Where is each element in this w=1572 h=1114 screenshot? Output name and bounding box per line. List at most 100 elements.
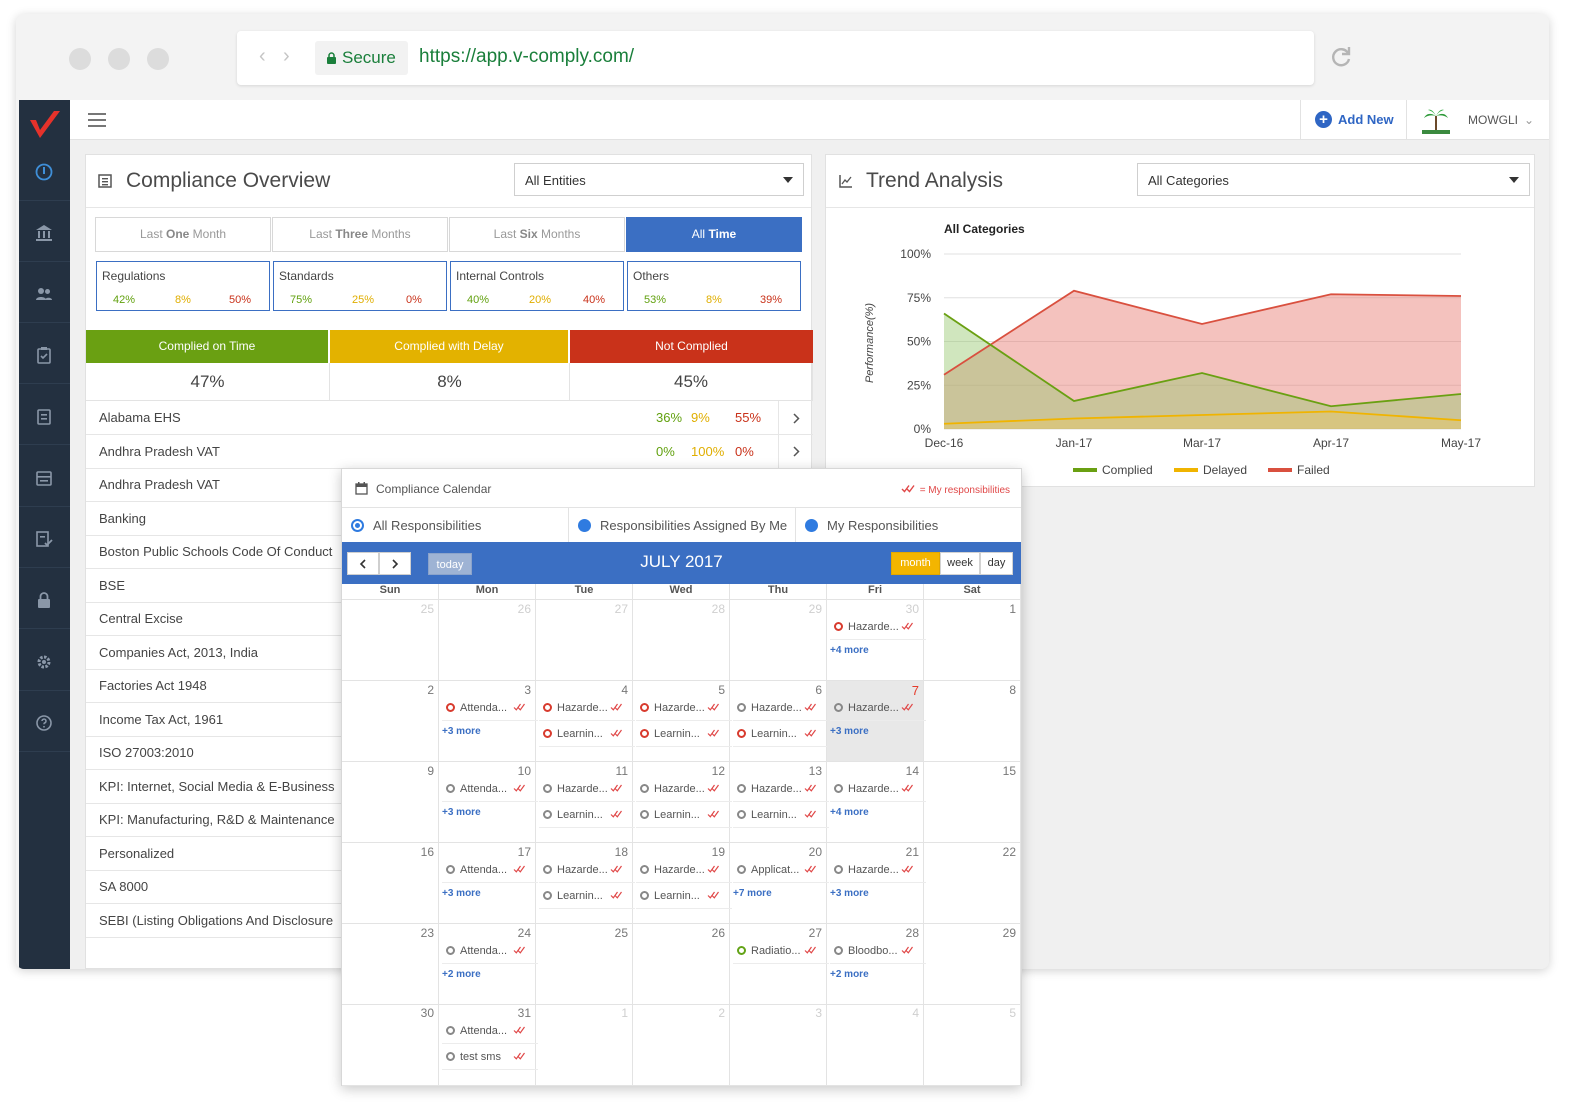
filter-my-responsibilities[interactable]: My Responsibilities	[796, 508, 1021, 542]
calendar-day-cell[interactable]: 21 Hazarde... +3 more	[827, 843, 926, 924]
calendar-event[interactable]: Learnin...	[733, 806, 829, 828]
today-button[interactable]: today	[428, 553, 472, 575]
back-arrow-icon[interactable]: ‹	[259, 45, 266, 67]
calendar-event[interactable]: Hazarde...	[733, 699, 829, 721]
calendar-event[interactable]: Hazarde...	[830, 861, 926, 883]
period-tab[interactable]: Last Six Months	[449, 217, 625, 252]
calendar-day-cell[interactable]: 4	[827, 1004, 924, 1086]
calendar-day-cell[interactable]: 24 Attenda... +2 more	[439, 924, 538, 1005]
category-select[interactable]: All Categories	[1137, 163, 1530, 196]
calendar-event[interactable]: Hazarde...	[830, 780, 926, 802]
calendar-day-cell[interactable]: 30 Hazarde... +4 more	[827, 600, 926, 681]
more-events-link[interactable]: +7 more	[733, 888, 772, 899]
regulation-row[interactable]: Alabama EHS 36% 9% 55%	[86, 401, 813, 435]
calendar-day-cell[interactable]: 8	[924, 681, 1021, 762]
calendar-day-cell[interactable]: 22	[924, 843, 1021, 924]
add-new-button[interactable]: + Add New	[1315, 111, 1394, 128]
legend-label[interactable]: Delayed	[1203, 463, 1247, 477]
window-close-button[interactable]	[69, 48, 91, 70]
calendar-day-cell[interactable]: 16	[342, 843, 439, 924]
calendar-day-cell[interactable]: 17 Attenda... +3 more	[439, 843, 538, 924]
more-events-link[interactable]: +3 more	[830, 726, 869, 737]
calendar-day-cell[interactable]: 26	[439, 600, 536, 681]
secure-badge[interactable]: Secure	[315, 41, 408, 75]
bank-icon[interactable]	[32, 221, 56, 245]
calendar-day-cell[interactable]: 1	[536, 1004, 633, 1086]
calendar-event[interactable]: Hazarde...	[830, 699, 926, 721]
calendar-day-cell[interactable]: 5	[924, 1004, 1021, 1086]
calendar-day-cell[interactable]: 3 Attenda... +3 more	[439, 681, 538, 762]
day-view-button[interactable]: day	[980, 552, 1013, 575]
period-tab[interactable]: Last Three Months	[272, 217, 448, 252]
calendar-day-cell[interactable]: 30	[342, 1004, 439, 1086]
calendar-event[interactable]: Attenda...	[442, 1022, 538, 1044]
category-box[interactable]: Regulations 42% 8% 50%	[96, 261, 270, 311]
calendar-event[interactable]: Attenda...	[442, 861, 538, 883]
settings-icon[interactable]	[32, 650, 56, 674]
calendar-day-cell[interactable]: 29	[924, 924, 1021, 1005]
calendar-event[interactable]: Applicat...	[733, 861, 829, 883]
calendar-day-cell[interactable]: 29	[730, 600, 827, 681]
calendar-day-cell[interactable]: 3	[730, 1004, 827, 1086]
reload-icon[interactable]	[1328, 44, 1354, 70]
calendar-event[interactable]: Attenda...	[442, 699, 538, 721]
calendar-day-cell[interactable]: 7 Hazarde... +3 more	[827, 681, 926, 762]
more-events-link[interactable]: +2 more	[442, 969, 481, 980]
category-box[interactable]: Internal Controls 40% 20% 40%	[450, 261, 624, 311]
row-chevron-right-icon[interactable]	[778, 401, 813, 435]
calendar-day-cell[interactable]: 19 Hazarde... Learnin...	[633, 843, 732, 924]
url-text[interactable]: https://app.v-comply.com/	[419, 46, 635, 67]
calendar-event[interactable]: Hazarde...	[636, 780, 732, 802]
more-events-link[interactable]: +2 more	[830, 969, 869, 980]
calendar-day-cell[interactable]: 15	[924, 762, 1021, 843]
calendar-day-cell[interactable]: 1	[924, 600, 1021, 681]
calendar-event[interactable]: Learnin...	[539, 887, 635, 909]
calendar-event[interactable]: Bloodbo...	[830, 942, 926, 964]
calendar-day-cell[interactable]: 18 Hazarde... Learnin...	[536, 843, 635, 924]
calendar-day-cell[interactable]: 11 Hazarde... Learnin...	[536, 762, 635, 843]
audit-icon[interactable]	[32, 527, 56, 551]
calendar-day-cell[interactable]: 26	[633, 924, 730, 1005]
calendar-day-cell[interactable]: 4 Hazarde... Learnin...	[536, 681, 635, 762]
report-icon[interactable]	[32, 466, 56, 490]
calendar-event[interactable]: Learnin...	[539, 806, 635, 828]
more-events-link[interactable]: +3 more	[442, 726, 481, 737]
clipboard-check-icon[interactable]	[32, 343, 56, 367]
calendar-day-cell[interactable]: 25	[536, 924, 633, 1005]
users-icon[interactable]	[32, 282, 56, 306]
user-menu[interactable]: MOWGLI ⌄	[1468, 113, 1534, 127]
category-box[interactable]: Others 53% 8% 39%	[627, 261, 801, 311]
more-events-link[interactable]: +4 more	[830, 807, 869, 818]
calendar-day-cell[interactable]: 2	[342, 681, 439, 762]
calendar-day-cell[interactable]: 9	[342, 762, 439, 843]
calendar-event[interactable]: Hazarde...	[733, 780, 829, 802]
calendar-event[interactable]: Learnin...	[636, 725, 732, 747]
calendar-event[interactable]: Learnin...	[636, 806, 732, 828]
period-tab[interactable]: All Time	[626, 217, 802, 252]
calendar-event[interactable]: test sms	[442, 1048, 538, 1070]
more-events-link[interactable]: +3 more	[442, 807, 481, 818]
calendar-event[interactable]: Hazarde...	[539, 861, 635, 883]
week-view-button[interactable]: week	[940, 552, 980, 575]
calendar-event[interactable]: Learnin...	[733, 725, 829, 747]
vcomply-logo[interactable]	[27, 108, 63, 142]
filter-all-responsibilities[interactable]: All Responsibilities	[342, 508, 569, 542]
calendar-day-cell[interactable]: 20 Applicat... +7 more	[730, 843, 829, 924]
help-icon[interactable]	[32, 711, 56, 735]
lock-icon[interactable]	[32, 588, 56, 612]
period-tab[interactable]: Last One Month	[95, 217, 271, 252]
row-chevron-right-icon[interactable]	[778, 434, 813, 469]
entity-select[interactable]: All Entities	[514, 163, 804, 196]
legend-label[interactable]: Failed	[1297, 463, 1330, 477]
calendar-day-cell[interactable]: 2	[633, 1004, 730, 1086]
calendar-day-cell[interactable]: 5 Hazarde... Learnin...	[633, 681, 732, 762]
legend-label[interactable]: Complied	[1102, 463, 1153, 477]
dashboard-icon[interactable]	[32, 160, 56, 184]
calendar-event[interactable]: Attenda...	[442, 942, 538, 964]
more-events-link[interactable]: +3 more	[830, 888, 869, 899]
regulation-row[interactable]: Andhra Pradesh VAT 0% 100% 0%	[86, 434, 813, 469]
window-maximize-button[interactable]	[147, 48, 169, 70]
calendar-event[interactable]: Attenda...	[442, 780, 538, 802]
prev-month-button[interactable]	[347, 552, 379, 575]
address-bar[interactable]: ‹ › Secure https://app.v-comply.com/	[237, 31, 1314, 85]
